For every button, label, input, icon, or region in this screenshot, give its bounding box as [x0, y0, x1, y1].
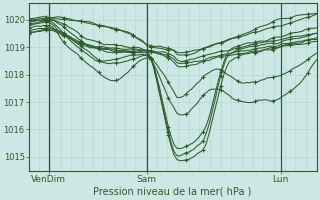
- X-axis label: Pression niveau de la mer( hPa ): Pression niveau de la mer( hPa ): [93, 187, 252, 197]
